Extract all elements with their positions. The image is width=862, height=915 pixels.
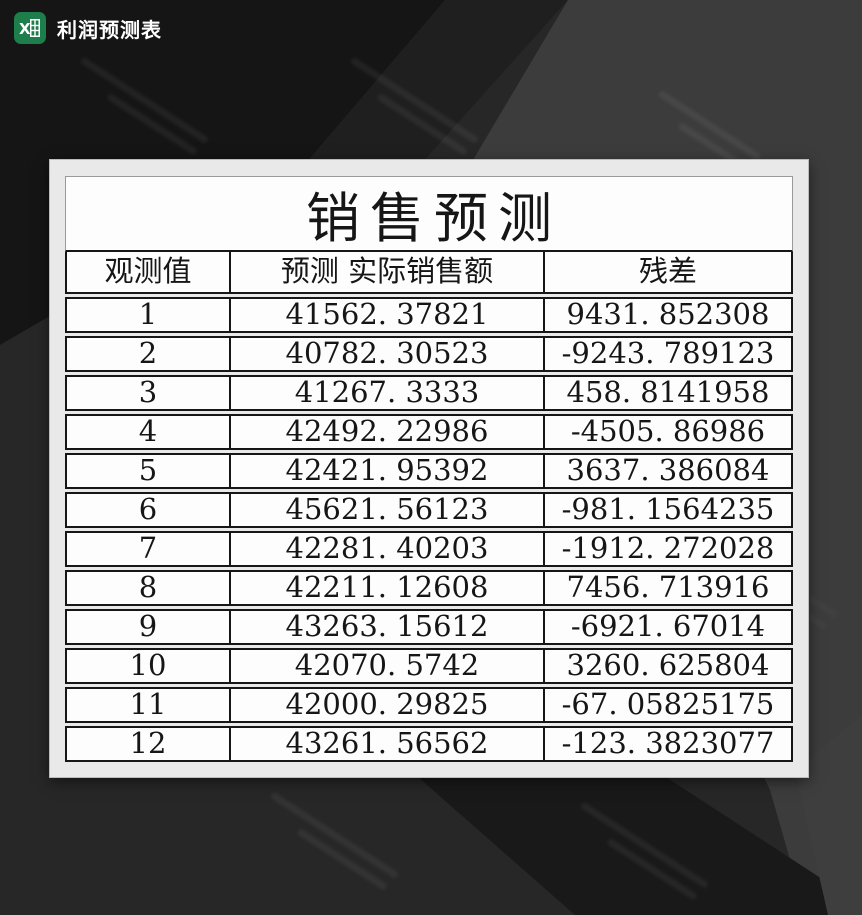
cell-residual: 458. 8141958: [545, 375, 793, 411]
cell-observation: 3: [65, 375, 231, 411]
column-header-residual: 残差: [545, 252, 793, 294]
cell-observation: 10: [65, 648, 231, 684]
cell-residual: -9243. 789123: [545, 336, 793, 372]
cell-residual: -67. 05825175: [545, 687, 793, 723]
brand-header[interactable]: X 利润预测表: [14, 12, 162, 44]
cell-forecast: 42492. 22986: [231, 414, 545, 450]
cell-residual: 3637. 386084: [545, 453, 793, 489]
cell-observation: 7: [65, 531, 231, 567]
table-row: 2 40782. 30523 -9243. 789123: [65, 336, 793, 372]
cell-residual: -981. 1564235: [545, 492, 793, 528]
table-row: 4 42492. 22986 -4505. 86986: [65, 414, 793, 450]
table-row: 3 41267. 3333 458. 8141958: [65, 375, 793, 411]
cell-residual: -6921. 67014: [545, 609, 793, 645]
brand-title: 利润预测表: [57, 19, 162, 42]
sales-forecast-table: 销售预测 观测值 预测 实际销售额 残差 1 41562. 37821 9431…: [65, 176, 793, 762]
cell-observation: 4: [65, 414, 231, 450]
cell-residual: 9431. 852308: [545, 297, 793, 333]
cell-forecast: 45621. 56123: [231, 492, 545, 528]
table-row: 9 43263. 15612 -6921. 67014: [65, 609, 793, 645]
table-row: 12 43261. 56562 -123. 3823077: [65, 726, 793, 762]
cell-forecast: 43261. 56562: [231, 726, 545, 762]
cell-observation: 2: [65, 336, 231, 372]
cell-forecast: 43263. 15612: [231, 609, 545, 645]
cell-observation: 1: [65, 297, 231, 333]
cell-forecast: 42000. 29825: [231, 687, 545, 723]
cell-forecast: 41562. 37821: [231, 297, 545, 333]
cell-residual: 3260. 625804: [545, 648, 793, 684]
cell-observation: 5: [65, 453, 231, 489]
table-row: 6 45621. 56123 -981. 1564235: [65, 492, 793, 528]
column-header-forecast: 预测 实际销售额: [231, 252, 545, 294]
cell-forecast: 42421. 95392: [231, 453, 545, 489]
cell-residual: -1912. 272028: [545, 531, 793, 567]
cell-observation: 11: [65, 687, 231, 723]
column-header-observation: 观测值: [65, 252, 231, 294]
cell-observation: 6: [65, 492, 231, 528]
watermark-mark: [246, 784, 404, 915]
svg-text:X: X: [19, 20, 31, 38]
table-row: 8 42211. 12608 7456. 713916: [65, 570, 793, 606]
table-row: 1 41562. 37821 9431. 852308: [65, 297, 793, 333]
table-title: 销售预测: [65, 176, 793, 252]
cell-forecast: 42070. 5742: [231, 648, 545, 684]
cell-forecast: 42211. 12608: [231, 570, 545, 606]
cell-residual: 7456. 713916: [545, 570, 793, 606]
spreadsheet-preview-card: 销售预测 观测值 预测 实际销售额 残差 1 41562. 37821 9431…: [50, 160, 808, 777]
table-body: 1 41562. 37821 9431. 852308 2 40782. 305…: [65, 297, 793, 762]
table-header-row: 观测值 预测 实际销售额 残差: [65, 252, 793, 294]
table-row: 5 42421. 95392 3637. 386084: [65, 453, 793, 489]
cell-residual: -123. 3823077: [545, 726, 793, 762]
table-row: 11 42000. 29825 -67. 05825175: [65, 687, 793, 723]
cell-forecast: 40782. 30523: [231, 336, 545, 372]
cell-residual: -4505. 86986: [545, 414, 793, 450]
cell-observation: 12: [65, 726, 231, 762]
cell-observation: 9: [65, 609, 231, 645]
table-row: 7 42281. 40203 -1912. 272028: [65, 531, 793, 567]
cell-observation: 8: [65, 570, 231, 606]
cell-forecast: 42281. 40203: [231, 531, 545, 567]
cell-forecast: 41267. 3333: [231, 375, 545, 411]
table-row: 10 42070. 5742 3260. 625804: [65, 648, 793, 684]
excel-icon: X: [14, 12, 46, 44]
